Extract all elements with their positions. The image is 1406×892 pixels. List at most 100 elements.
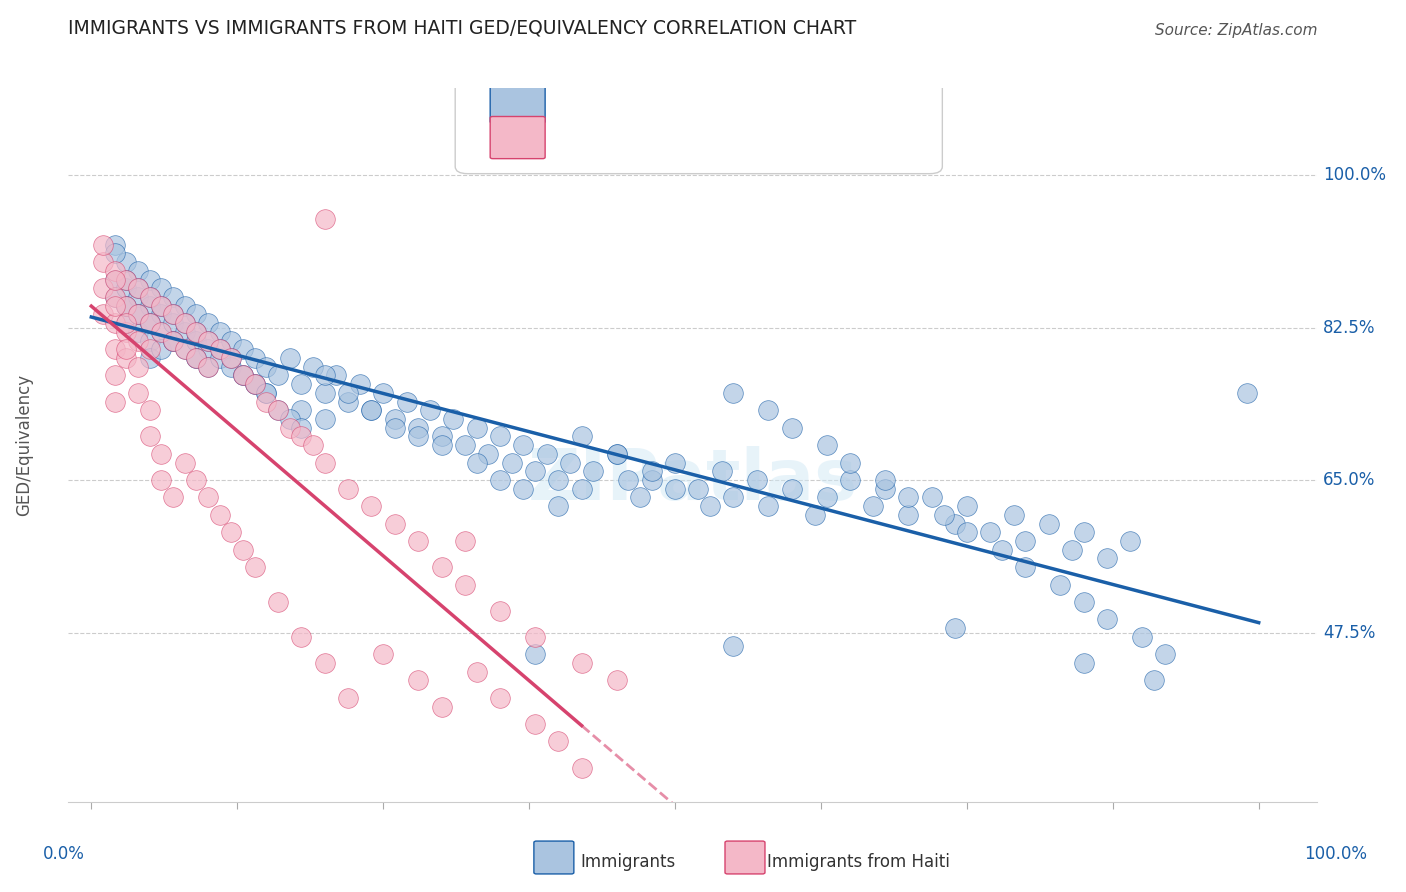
Point: [150, 325, 173, 339]
Point: [325, 368, 347, 383]
Point: [104, 272, 127, 286]
Point: [115, 255, 138, 269]
Point: [815, 438, 838, 452]
Point: [162, 334, 184, 348]
Point: [243, 377, 266, 392]
Point: [138, 290, 160, 304]
Point: [138, 343, 160, 357]
Point: [150, 281, 173, 295]
Point: [138, 403, 160, 417]
Point: [186, 351, 208, 365]
Point: [197, 359, 219, 374]
Point: [523, 630, 546, 644]
Point: [127, 308, 149, 322]
Point: [127, 325, 149, 339]
Point: [115, 316, 138, 330]
Point: [1073, 525, 1095, 540]
Point: [104, 394, 127, 409]
Point: [173, 316, 195, 330]
Point: [138, 272, 160, 286]
FancyBboxPatch shape: [491, 117, 546, 159]
Point: [115, 299, 138, 313]
Point: [115, 281, 138, 295]
Point: [267, 368, 290, 383]
Point: [875, 482, 897, 496]
Point: [127, 385, 149, 400]
Point: [232, 542, 254, 557]
Point: [571, 429, 593, 443]
Point: [221, 351, 243, 365]
Point: [979, 525, 1001, 540]
Point: [430, 699, 453, 714]
Point: [254, 385, 277, 400]
Point: [875, 473, 897, 487]
Point: [138, 316, 160, 330]
Point: [1095, 612, 1118, 626]
Point: [208, 351, 231, 365]
Point: [150, 308, 173, 322]
Text: 100.0%: 100.0%: [1323, 166, 1386, 184]
Point: [127, 281, 149, 295]
Point: [115, 316, 138, 330]
Point: [489, 429, 512, 443]
Point: [723, 639, 745, 653]
Text: R = -0.603: R = -0.603: [561, 93, 658, 112]
Point: [384, 516, 406, 531]
Text: Immigrants from Haiti: Immigrants from Haiti: [768, 853, 950, 871]
Point: [162, 308, 184, 322]
Point: [991, 542, 1014, 557]
Point: [232, 368, 254, 383]
Point: [512, 482, 534, 496]
Point: [664, 482, 686, 496]
Point: [278, 351, 301, 365]
Point: [547, 499, 569, 513]
Point: [547, 473, 569, 487]
Text: 100.0%: 100.0%: [1303, 846, 1367, 863]
Point: [243, 560, 266, 574]
Point: [664, 456, 686, 470]
Point: [104, 290, 127, 304]
Point: [150, 447, 173, 461]
Point: [815, 491, 838, 505]
Point: [523, 717, 546, 731]
Point: [839, 456, 862, 470]
Point: [441, 412, 464, 426]
Point: [104, 290, 127, 304]
Point: [710, 464, 733, 478]
Point: [290, 377, 312, 392]
Point: [91, 255, 114, 269]
Point: [104, 316, 127, 330]
Point: [780, 421, 803, 435]
Point: [104, 264, 127, 278]
Point: [406, 421, 429, 435]
Text: 65.0%: 65.0%: [1323, 471, 1375, 489]
Point: [208, 508, 231, 522]
Point: [314, 368, 336, 383]
Point: [162, 290, 184, 304]
Point: [186, 325, 208, 339]
Point: [173, 299, 195, 313]
Point: [745, 473, 768, 487]
Point: [127, 264, 149, 278]
Point: [127, 308, 149, 322]
Point: [162, 316, 184, 330]
Point: [314, 385, 336, 400]
Point: [314, 211, 336, 226]
Point: [243, 377, 266, 392]
Text: N =  82: N = 82: [724, 131, 793, 149]
Point: [512, 438, 534, 452]
Point: [628, 491, 651, 505]
Point: [104, 272, 127, 286]
Point: [921, 491, 943, 505]
Point: [1060, 542, 1083, 557]
Point: [197, 334, 219, 348]
Point: [477, 447, 499, 461]
Point: [254, 385, 277, 400]
Point: [360, 403, 382, 417]
Point: [337, 690, 360, 705]
Point: [267, 595, 290, 609]
Point: [173, 343, 195, 357]
Text: Source: ZipAtlas.com: Source: ZipAtlas.com: [1154, 23, 1317, 37]
Point: [523, 648, 546, 662]
Point: [186, 308, 208, 322]
